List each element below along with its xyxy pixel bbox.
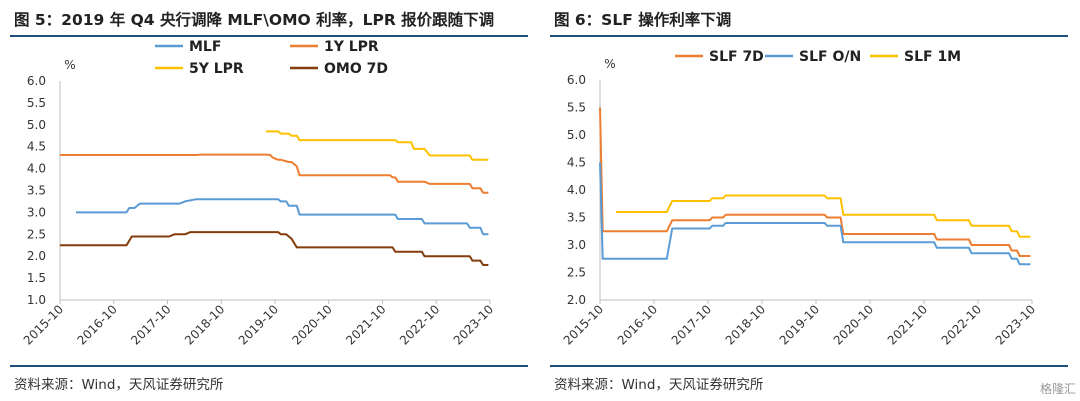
line-chart-mlf-lpr: % 1.0 1.5 2.0 2.5 3.0 3.5 4.0 4.5 5.0 5.5 6.0 2015-1… [21,39,496,348]
legend-label: 1Y LPR [324,39,379,55]
y-tick-label: 2.5 [27,227,46,241]
y-tick-label: 3.5 [567,211,586,225]
chart-title: 图 5：2019 年 Q4 央行调降 MLF\OMO 利率，LPR 报价跟随下调 [14,11,495,29]
y-tick-label: 6.0 [567,73,586,87]
y-tick-label: 1.5 [27,271,46,285]
chart-panel-mlf-lpr: 图 5：2019 年 Q4 央行调降 MLF\OMO 利率，LPR 报价跟随下调… [10,11,528,393]
legend-label: MLF [189,39,221,55]
y-axis-unit: % [604,57,615,71]
y-tick-label: 5.0 [27,118,46,132]
y-tick-label: 4.0 [567,183,586,197]
x-tick-label: 2023-10 [993,302,1038,347]
x-tick-label: 2018-10 [723,302,768,347]
legend-label: OMO 7D [324,61,388,77]
x-tick-label: 2021-10 [343,302,388,347]
series-line-slf-1m [616,194,1031,238]
series-line-1y-lpr [60,153,489,194]
watermark-logo: 格隆汇 [1039,382,1076,396]
legend-label: 5Y LPR [189,61,244,77]
x-tick-label: 2018-10 [182,302,227,347]
y-tick-label: 3.5 [27,184,46,198]
legend-label: SLF O/N [799,49,861,65]
y-tick-label: 3.0 [27,205,46,219]
y-tick-label: 4.5 [27,140,46,154]
y-tick-label: 5.5 [27,96,46,110]
y-tick-label: 2.0 [567,293,586,307]
x-tick-label: 2020-10 [831,302,876,347]
source-note: 资料来源：Wind，天风证券研究所 [14,377,224,393]
line-chart-slf: % 2.0 2.5 3.0 3.5 4.0 4.5 5.0 5.5 6.0 2015-10 2016-… [561,49,1038,348]
y-axis-unit: % [64,58,75,72]
x-tick-label: 2015-10 [21,302,66,347]
x-tick-label: 2015-10 [561,302,606,347]
x-tick-label: 2023-10 [451,302,496,347]
x-tick-label: 2022-10 [939,302,984,347]
y-tick-label: 3.0 [567,238,586,252]
y-tick-label: 2.5 [567,266,586,280]
series-line-slf-o-n [599,162,1031,266]
chart-panel-slf: 图 6：SLF 操作利率下调 % 2.0 2.5 3.0 3.5 4.0 4.5 5.0 5.5… [540,0,1080,401]
y-tick-label: 1.0 [27,293,46,307]
series-line-omo-7d [60,231,489,266]
x-tick-label: 2020-10 [290,302,335,347]
x-tick-label: 2017-10 [128,302,173,347]
x-tick-label: 2019-10 [777,302,822,347]
x-tick-label: 2017-10 [669,302,714,347]
legend-label: SLF 1M [904,49,961,65]
series-line-5y-lpr [266,130,489,161]
y-tick-label: 4.0 [27,162,46,176]
source-note: 资料来源：Wind，天风证券研究所 [554,377,764,393]
y-tick-label: 4.5 [567,156,586,170]
x-tick-label: 2021-10 [885,302,930,347]
source-rule [550,365,1068,367]
y-tick-label: 2.0 [27,249,46,263]
chart-title: 图 6：SLF 操作利率下调 [554,11,732,29]
series-line-mlf [76,198,489,236]
y-tick-label: 6.0 [27,74,46,88]
x-tick-label: 2022-10 [397,302,442,347]
x-tick-label: 2016-10 [75,302,120,347]
y-tick-label: 5.0 [567,128,586,142]
series-line-slf-7d [599,107,1031,257]
title-rule [550,35,1068,37]
title-rule [10,35,528,37]
x-tick-label: 2019-10 [236,302,281,347]
source-rule [10,365,528,367]
x-tick-label: 2016-10 [615,302,660,347]
legend-label: SLF 7D [709,49,764,65]
y-tick-label: 5.5 [567,101,586,115]
